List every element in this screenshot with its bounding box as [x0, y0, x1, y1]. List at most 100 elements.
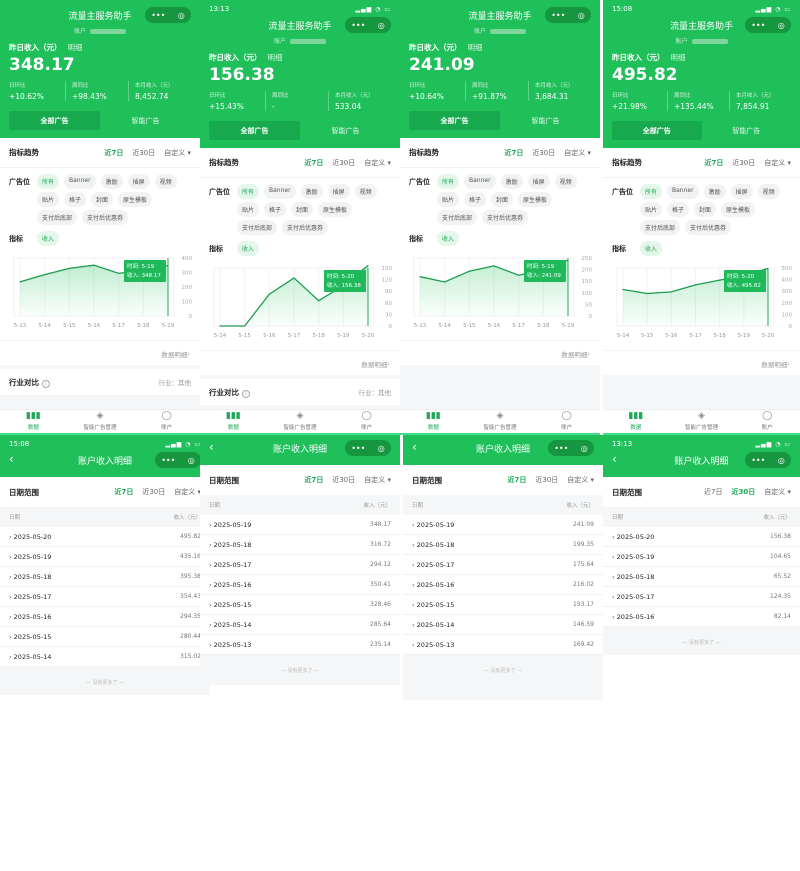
- bottom-tab-smart-ads[interactable]: ◈ 智能广告管理: [267, 410, 334, 435]
- bottom-tab-data[interactable]: ▮▮▮ 数据: [400, 410, 467, 435]
- more-icon[interactable]: •••: [751, 455, 766, 465]
- table-row[interactable]: 2025-05-19 435.16: [0, 547, 210, 567]
- bottom-tab-account[interactable]: ◯ 账户: [533, 410, 600, 435]
- data-detail-link[interactable]: 数据明细 ›: [200, 350, 400, 375]
- tab-smart-ads[interactable]: 智能广告: [131, 116, 160, 125]
- tab-smart-ads[interactable]: 智能广告: [732, 126, 761, 135]
- range-option[interactable]: 近30日: [731, 488, 756, 496]
- ad-slot-chip[interactable]: 所有: [640, 184, 663, 199]
- close-target-icon[interactable]: ◎: [377, 20, 385, 30]
- detail-link[interactable]: 明细: [670, 53, 686, 62]
- bottom-tab-data[interactable]: ▮▮▮ 数据: [603, 410, 669, 435]
- table-row[interactable]: 2025-05-13 235.14: [200, 635, 400, 655]
- table-row[interactable]: 2025-05-14 146.59: [403, 615, 603, 635]
- range-option[interactable]: 自定义 ▾: [564, 148, 591, 157]
- range-option[interactable]: 近7日: [104, 148, 124, 157]
- ad-slot-chip[interactable]: 激励: [100, 174, 123, 189]
- close-target-icon[interactable]: ◎: [577, 10, 585, 20]
- bottom-tab-account[interactable]: ◯ 账户: [333, 410, 400, 435]
- ad-slot-chip[interactable]: 插屏: [327, 184, 350, 199]
- table-row[interactable]: 2025-05-19 104.65: [603, 547, 800, 567]
- table-row[interactable]: 2025-05-20 495.82: [0, 527, 210, 547]
- bottom-tab-data[interactable]: ▮▮▮ 数据: [0, 410, 67, 435]
- ad-slot-chip[interactable]: 视频: [154, 174, 177, 189]
- ad-slot-chip[interactable]: 支付后底部: [437, 210, 478, 225]
- ad-slot-chip[interactable]: 贴片: [37, 192, 60, 207]
- ad-slot-chip[interactable]: 支付后底部: [37, 210, 78, 225]
- ad-slot-chip[interactable]: 支付后底部: [237, 220, 278, 235]
- table-row[interactable]: 2025-05-13 169.42: [403, 635, 603, 655]
- range-option[interactable]: 近30日: [532, 148, 556, 157]
- more-icon[interactable]: •••: [554, 443, 569, 453]
- industry-compare-row[interactable]: 行业对比 i 行业：其他: [0, 369, 200, 395]
- ad-slot-chip[interactable]: Banner: [264, 184, 296, 199]
- info-icon[interactable]: i: [42, 379, 50, 388]
- table-row[interactable]: 2025-05-14 285.64: [200, 615, 400, 635]
- bottom-tab-smart-ads[interactable]: ◈ 智能广告管理: [467, 410, 534, 435]
- mini-program-capsule[interactable]: ••• ◎: [145, 7, 191, 23]
- bottom-tab-smart-ads[interactable]: ◈ 智能广告管理: [67, 410, 134, 435]
- range-option[interactable]: 自定义 ▾: [764, 158, 791, 167]
- table-row[interactable]: 2025-05-17 175.64: [403, 555, 603, 575]
- more-icon[interactable]: •••: [351, 20, 366, 30]
- table-row[interactable]: 2025-05-17 354.43: [0, 587, 210, 607]
- table-row[interactable]: 2025-05-16 82.14: [603, 607, 800, 627]
- detail-link[interactable]: 明细: [267, 53, 283, 62]
- ad-slot-chip[interactable]: 封面: [491, 192, 514, 207]
- ad-slot-chip[interactable]: 格子: [264, 202, 287, 217]
- ad-slot-chip[interactable]: Banner: [667, 184, 699, 199]
- range-option[interactable]: 自定义 ▾: [364, 158, 391, 167]
- industry-compare-row[interactable]: 行业对比 i 行业：其他: [200, 379, 400, 405]
- ad-slot-chip[interactable]: 原生模板: [518, 192, 553, 207]
- bottom-tab-data[interactable]: ▮▮▮ 数据: [200, 410, 267, 435]
- metric-chip[interactable]: 收入: [640, 241, 663, 256]
- range-option[interactable]: 近7日: [114, 488, 134, 496]
- data-detail-link[interactable]: 数据明细 ›: [400, 340, 600, 365]
- metric-chip[interactable]: 收入: [237, 241, 260, 256]
- range-option[interactable]: 近30日: [535, 476, 559, 484]
- detail-link[interactable]: 明细: [67, 43, 83, 52]
- range-option[interactable]: 自定义 ▾: [364, 476, 391, 484]
- ad-slot-chip[interactable]: 封面: [91, 192, 114, 207]
- ad-slot-chip[interactable]: 封面: [694, 202, 717, 217]
- metric-chip[interactable]: 收入: [437, 231, 460, 246]
- table-row[interactable]: 2025-05-15 280.44: [0, 627, 210, 647]
- close-target-icon[interactable]: ◎: [187, 455, 195, 465]
- ad-slot-chip[interactable]: 格子: [667, 202, 690, 217]
- table-row[interactable]: 2025-05-19 241.09: [403, 515, 603, 535]
- ad-slot-chip[interactable]: 原生模板: [118, 192, 153, 207]
- table-row[interactable]: 2025-05-16 294.35: [0, 607, 210, 627]
- mini-program-capsule[interactable]: ••• ◎: [745, 452, 791, 468]
- more-icon[interactable]: •••: [751, 20, 766, 30]
- bottom-tab-account[interactable]: ◯ 账户: [133, 410, 200, 435]
- back-arrow-icon[interactable]: ‹: [9, 452, 14, 466]
- range-option[interactable]: 近30日: [132, 148, 156, 157]
- ad-slot-chip[interactable]: 支付后优惠券: [685, 220, 732, 235]
- ad-slot-chip[interactable]: 插屏: [527, 174, 550, 189]
- tab-all-ads[interactable]: 全部广告: [409, 111, 500, 130]
- ad-slot-chip[interactable]: 激励: [300, 184, 323, 199]
- ad-slot-chip[interactable]: 所有: [237, 184, 260, 199]
- table-row[interactable]: 2025-05-18 65.52: [603, 567, 800, 587]
- mini-program-capsule[interactable]: ••• ◎: [745, 17, 791, 33]
- table-row[interactable]: 2025-05-18 316.72: [200, 535, 400, 555]
- bottom-tab-account[interactable]: ◯ 账户: [734, 410, 800, 435]
- ad-slot-chip[interactable]: 激励: [703, 184, 726, 199]
- table-row[interactable]: 2025-05-16 216.02: [403, 575, 603, 595]
- mini-program-capsule[interactable]: ••• ◎: [345, 17, 391, 33]
- close-target-icon[interactable]: ◎: [777, 20, 785, 30]
- range-option[interactable]: 近30日: [332, 158, 356, 167]
- tab-smart-ads[interactable]: 智能广告: [331, 126, 360, 135]
- ad-slot-chip[interactable]: 格子: [64, 192, 87, 207]
- mini-program-capsule[interactable]: ••• ◎: [345, 440, 391, 456]
- range-option[interactable]: 自定义 ▾: [164, 148, 191, 157]
- table-row[interactable]: 2025-05-18 199.35: [403, 535, 603, 555]
- table-row[interactable]: 2025-05-19 348.17: [200, 515, 400, 535]
- range-option[interactable]: 近30日: [732, 158, 756, 167]
- range-option[interactable]: 自定义 ▾: [764, 488, 791, 496]
- range-option[interactable]: 近7日: [304, 476, 324, 484]
- back-arrow-icon[interactable]: ‹: [412, 440, 417, 454]
- ad-slot-chip[interactable]: 插屏: [127, 174, 150, 189]
- bottom-tab-smart-ads[interactable]: ◈ 智能广告管理: [669, 410, 735, 435]
- table-row[interactable]: 2025-05-17 124.35: [603, 587, 800, 607]
